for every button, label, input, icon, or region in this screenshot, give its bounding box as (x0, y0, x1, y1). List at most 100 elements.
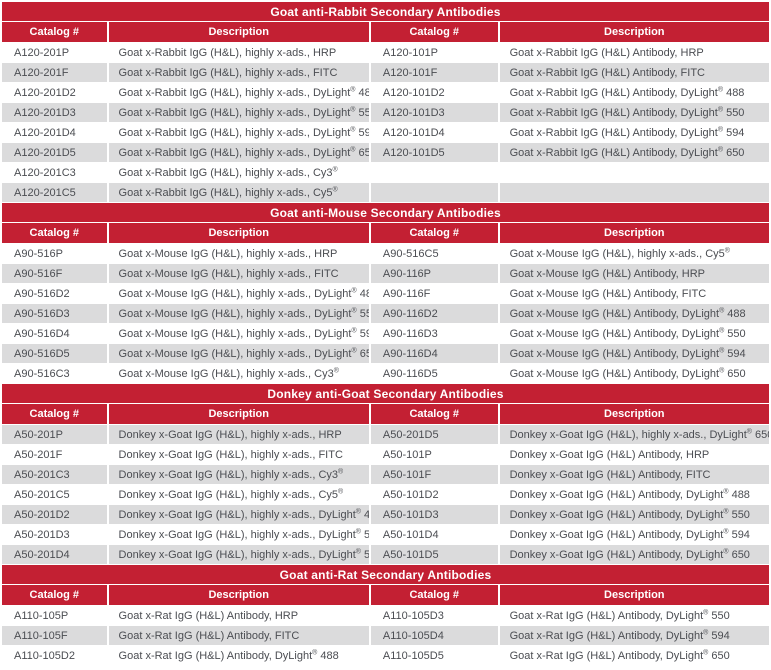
column-header-catalog: Catalog # (2, 585, 107, 605)
catalog-number-cell: A90-116D4 (370, 344, 498, 363)
catalog-number-cell: A90-116F (370, 284, 498, 303)
registered-trademark-symbol: ® (746, 427, 752, 435)
description-cell: Goat x-Rat IgG (H&L) Antibody, HRP (108, 606, 369, 625)
table-row: A120-201C5 Goat x-Rabbit IgG (H&L), highl… (2, 183, 769, 202)
registered-trademark-symbol: ® (338, 467, 344, 475)
column-header-description: Description (499, 404, 769, 424)
catalog-number-cell: A90-116D3 (370, 324, 498, 343)
description-cell: Goat x-Mouse IgG (H&L), highly x-ads., D… (108, 304, 369, 323)
registered-trademark-symbol: ® (703, 628, 709, 636)
catalog-number-cell: A110-105F (2, 626, 107, 645)
description-cell: Goat x-Mouse IgG (H&L), highly x-ads., C… (108, 364, 369, 383)
catalog-number-cell: A120-201D2 (2, 83, 107, 102)
description-cell: Goat x-Rabbit IgG (H&L) Antibody, DyLigh… (499, 83, 769, 102)
catalog-number-cell: A110-105D2 (2, 646, 107, 665)
registered-trademark-symbol: ® (717, 145, 724, 153)
table-row: A110-105F Goat x-Rat IgG (H&L) Antibody, … (2, 626, 769, 645)
column-header-catalog: Catalog # (370, 585, 498, 605)
registered-trademark-symbol: ® (724, 246, 730, 254)
description-cell: Donkey x-Goat IgG (H&L), highly x-ads., … (108, 505, 369, 524)
description-cell: Goat x-Rabbit IgG (H&L), highly x-ads., … (108, 43, 369, 62)
description-cell: Donkey x-Goat IgG (H&L) Antibody, DyLigh… (499, 485, 769, 504)
catalog-number-cell: A50-201P (2, 425, 107, 444)
registered-trademark-symbol: ® (350, 125, 356, 133)
table-row: A50-201D4 Donkey x-Goat IgG (H&L), highly… (2, 545, 769, 564)
description-cell: Goat x-Mouse IgG (H&L) Antibody, FITC (499, 284, 769, 303)
description-cell: Goat x-Rabbit IgG (H&L), highly x-ads., … (108, 183, 369, 202)
description-cell: Goat x-Rabbit IgG (H&L), highly x-ads., … (108, 83, 369, 102)
column-header-row: Catalog # Description Catalog # Description (2, 223, 769, 243)
catalog-number-cell: A120-201D5 (2, 143, 107, 162)
catalog-number-cell: A120-101F (370, 63, 498, 82)
section-title: Goat anti-Rat Secondary Antibodies (2, 565, 769, 584)
description-cell: Goat x-Mouse IgG (H&L), highly x-ads., F… (108, 264, 369, 283)
description-cell: Goat x-Mouse IgG (H&L), highly x-ads., D… (108, 344, 369, 363)
catalog-number-cell: A50-201F (2, 445, 107, 464)
table-row: A50-201P Donkey x-Goat IgG (H&L), highly … (2, 425, 769, 444)
description-cell: Donkey x-Goat IgG (H&L), highly x-ads., … (108, 485, 369, 504)
description-cell: Donkey x-Goat IgG (H&L) Antibody, DyLigh… (499, 545, 769, 564)
description-cell: Goat x-Rabbit IgG (H&L) Antibody, DyLigh… (499, 103, 769, 122)
registered-trademark-symbol: ® (333, 366, 339, 374)
catalog-number-cell: A50-201D2 (2, 505, 107, 524)
description-cell: Donkey x-Goat IgG (H&L) Antibody, FITC (499, 465, 769, 484)
table-row: A50-201C5 Donkey x-Goat IgG (H&L), highly… (2, 485, 769, 504)
catalog-number-cell: A120-101D3 (370, 103, 498, 122)
column-header-description: Description (108, 223, 369, 243)
registered-trademark-symbol: ® (723, 507, 729, 515)
column-header-description: Description (108, 404, 369, 424)
catalog-number-cell: A90-516D5 (2, 344, 107, 363)
table-row: A120-201C3 Goat x-Rabbit IgG (H&L), highl… (2, 163, 769, 182)
description-cell: Goat x-Rabbit IgG (H&L), highly x-ads., … (108, 143, 369, 162)
table-row: A110-105P Goat x-Rat IgG (H&L) Antibody, … (2, 606, 769, 625)
description-cell: Goat x-Rabbit IgG (H&L) Antibody, HRP (499, 43, 769, 62)
description-cell: Goat x-Rabbit IgG (H&L), highly x-ads., … (108, 163, 369, 182)
description-cell: Goat x-Rabbit IgG (H&L) Antibody, FITC (499, 63, 769, 82)
table-row: A50-201C3 Donkey x-Goat IgG (H&L), highly… (2, 465, 769, 484)
registered-trademark-symbol: ® (332, 165, 338, 173)
catalog-number-cell (370, 163, 498, 182)
description-cell: Goat x-Rat IgG (H&L) Antibody, DyLight® … (499, 626, 769, 645)
section-title-row: Donkey anti-Goat Secondary Antibodies (2, 384, 769, 403)
catalog-number-cell: A50-101P (370, 445, 498, 464)
catalog-number-cell: A120-201P (2, 43, 107, 62)
description-cell: Goat x-Mouse IgG (H&L), highly x-ads., C… (499, 244, 769, 263)
registered-trademark-symbol: ® (355, 527, 361, 535)
section-title: Goat anti-Rabbit Secondary Antibodies (2, 2, 769, 21)
description-cell: Goat x-Mouse IgG (H&L) Antibody, DyLight… (499, 304, 769, 323)
table-row: A90-516D2 Goat x-Mouse IgG (H&L), highly … (2, 284, 769, 303)
registered-trademark-symbol: ® (723, 487, 729, 495)
description-cell: Goat x-Rat IgG (H&L) Antibody, DyLight® … (499, 646, 769, 665)
registered-trademark-symbol: ® (703, 648, 709, 656)
catalog-number-cell: A50-201C5 (2, 485, 107, 504)
section-title-row: Goat anti-Rabbit Secondary Antibodies (2, 2, 769, 21)
catalog-number-cell: A50-201D5 (370, 425, 498, 444)
registered-trademark-symbol: ® (719, 346, 725, 354)
table-row: A120-201D5 Goat x-Rabbit IgG (H&L), highl… (2, 143, 769, 162)
table-row: A50-201D3 Donkey x-Goat IgG (H&L), highly… (2, 525, 769, 544)
description-cell: Goat x-Rabbit IgG (H&L), highly x-ads., … (108, 63, 369, 82)
catalog-number-cell: A90-516D2 (2, 284, 107, 303)
registered-trademark-symbol: ® (351, 306, 357, 314)
description-cell: Donkey x-Goat IgG (H&L), highly x-ads., … (108, 465, 369, 484)
description-cell: Donkey x-Goat IgG (H&L) Antibody, HRP (499, 445, 769, 464)
registered-trademark-symbol: ® (350, 85, 356, 93)
catalog-number-cell: A50-101D5 (370, 545, 498, 564)
description-cell: Donkey x-Goat IgG (H&L), highly x-ads., … (108, 525, 369, 544)
registered-trademark-symbol: ® (351, 346, 357, 354)
column-header-row: Catalog # Description Catalog # Description (2, 585, 769, 605)
registered-trademark-symbol: ® (312, 648, 318, 656)
registered-trademark-symbol: ® (332, 185, 338, 193)
table-row: A110-105D2 Goat x-Rat IgG (H&L) Antibody,… (2, 646, 769, 665)
description-cell: Donkey x-Goat IgG (H&L) Antibody, DyLigh… (499, 525, 769, 544)
table-row: A120-201D3 Goat x-Rabbit IgG (H&L), highl… (2, 103, 769, 122)
registered-trademark-symbol: ® (719, 366, 725, 374)
catalog-number-cell: A50-201D4 (2, 545, 107, 564)
catalog-number-cell: A50-101D3 (370, 505, 498, 524)
section-title-row: Goat anti-Rat Secondary Antibodies (2, 565, 769, 584)
description-cell: Goat x-Mouse IgG (H&L) Antibody, DyLight… (499, 344, 769, 363)
registered-trademark-symbol: ® (351, 286, 357, 294)
column-header-description: Description (499, 585, 769, 605)
registered-trademark-symbol: ® (350, 145, 356, 153)
